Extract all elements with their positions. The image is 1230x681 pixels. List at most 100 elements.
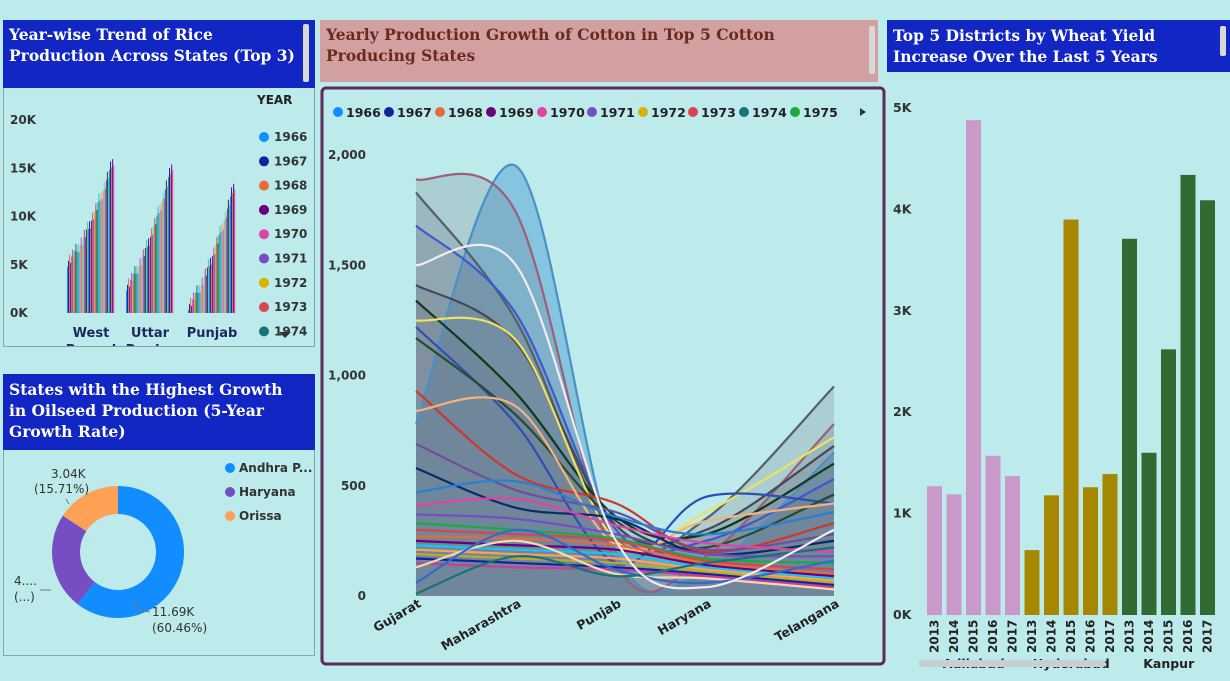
rice-bar[interactable] xyxy=(69,254,71,313)
cotton-legend-label[interactable]: 1967 xyxy=(397,105,432,120)
cotton-series-line[interactable] xyxy=(415,535,835,576)
wheat-horizontal-scrollbar[interactable] xyxy=(919,660,1105,667)
rice-bar[interactable] xyxy=(230,196,231,313)
rice-bar[interactable] xyxy=(78,252,80,313)
wheat-bar[interactable] xyxy=(1102,474,1118,615)
rice-bar[interactable] xyxy=(153,226,155,313)
triangle-down-icon[interactable] xyxy=(279,332,291,338)
wheat-bar[interactable] xyxy=(1005,476,1020,615)
cotton-series-line[interactable] xyxy=(415,497,835,553)
cotton-series-line[interactable] xyxy=(415,467,835,556)
rice-bar[interactable] xyxy=(227,199,229,313)
wheat-bar[interactable] xyxy=(1180,174,1196,615)
rice-bar[interactable] xyxy=(209,266,210,313)
rice-bar[interactable] xyxy=(141,257,143,313)
rice-bar[interactable] xyxy=(129,286,131,313)
rice-legend-label[interactable]: 1973 xyxy=(274,300,307,314)
wheat-bar[interactable] xyxy=(946,494,962,615)
rice-bar[interactable] xyxy=(226,208,228,313)
rice-bar[interactable] xyxy=(95,203,97,313)
rice-bar[interactable] xyxy=(223,220,225,313)
rice-bar[interactable] xyxy=(220,232,222,313)
cotton-series-line[interactable] xyxy=(415,243,835,590)
wheat-bar[interactable] xyxy=(1024,550,1040,615)
rice-bar[interactable] xyxy=(84,237,86,313)
rice-bar[interactable] xyxy=(205,275,207,313)
rice-bar[interactable] xyxy=(202,284,204,313)
rice-bar[interactable] xyxy=(172,170,174,313)
rice-bar[interactable] xyxy=(203,276,205,313)
rice-bar[interactable] xyxy=(80,237,82,313)
oilseed-legend-label[interactable]: Orissa xyxy=(239,509,282,523)
rice-bar[interactable] xyxy=(71,256,73,313)
cotton-legend-label[interactable]: 1971 xyxy=(600,105,635,120)
rice-bar[interactable] xyxy=(85,229,87,313)
cotton-series-line[interactable] xyxy=(415,539,835,591)
rice-bar[interactable] xyxy=(207,259,209,313)
cotton-series-line[interactable] xyxy=(415,557,835,587)
cotton-legend-label[interactable]: 1969 xyxy=(499,105,534,120)
rice-bar[interactable] xyxy=(94,211,96,313)
rice-bar[interactable] xyxy=(142,249,144,313)
rice-bar[interactable] xyxy=(163,198,165,313)
rice-bar[interactable] xyxy=(109,169,110,313)
rice-bar[interactable] xyxy=(164,189,166,313)
rice-bar[interactable] xyxy=(158,212,160,313)
cotton-series-line[interactable] xyxy=(415,284,835,546)
rice-bar[interactable] xyxy=(169,168,171,313)
rice-bar[interactable] xyxy=(155,224,157,313)
oilseed-slice[interactable] xyxy=(77,486,184,618)
wheat-bar[interactable] xyxy=(1063,219,1079,616)
rice-bar[interactable] xyxy=(140,265,142,313)
cotton-series-line[interactable] xyxy=(415,479,835,536)
rice-bar[interactable] xyxy=(134,266,136,313)
rice-bar[interactable] xyxy=(88,229,89,313)
oilseed-legend-label[interactable]: Haryana xyxy=(239,485,296,499)
rice-bar[interactable] xyxy=(138,265,140,313)
rice-bar[interactable] xyxy=(113,165,115,313)
rice-bar[interactable] xyxy=(82,237,84,313)
rice-bar[interactable] xyxy=(150,236,152,313)
rice-bar[interactable] xyxy=(68,260,70,313)
rice-bar[interactable] xyxy=(211,264,213,313)
rice-bar[interactable] xyxy=(139,258,141,313)
rice-bar[interactable] xyxy=(224,211,226,313)
rice-bar[interactable] xyxy=(67,266,68,313)
rice-bar[interactable] xyxy=(132,280,134,313)
rice-legend-label[interactable]: 1974 xyxy=(274,324,307,338)
rice-bar[interactable] xyxy=(194,299,196,313)
rice-bar[interactable] xyxy=(136,266,138,313)
rice-bar[interactable] xyxy=(72,249,74,313)
rice-bar[interactable] xyxy=(192,299,194,313)
cotton-series-line[interactable] xyxy=(415,546,835,595)
rice-bar[interactable] xyxy=(70,262,72,313)
wheat-bar[interactable] xyxy=(985,455,1001,615)
rice-bar[interactable] xyxy=(170,173,172,313)
rice-bar[interactable] xyxy=(152,234,154,313)
rice-bar[interactable] xyxy=(232,193,234,313)
rice-bar[interactable] xyxy=(145,240,147,313)
rice-bar[interactable] xyxy=(105,180,107,313)
rice-bar[interactable] xyxy=(210,257,212,313)
rice-bar[interactable] xyxy=(218,234,220,313)
cotton-legend-label[interactable]: 1972 xyxy=(651,105,686,120)
rice-bar[interactable] xyxy=(74,250,76,313)
cotton-legend-label[interactable]: 1975 xyxy=(803,105,838,120)
wheat-bar[interactable] xyxy=(1083,487,1098,615)
oilseed-legend-label[interactable]: Andhra P... xyxy=(239,461,312,475)
rice-bar[interactable] xyxy=(110,161,112,313)
rice-bar[interactable] xyxy=(137,273,139,313)
rice-bar[interactable] xyxy=(214,254,216,313)
cotton-legend-label[interactable]: 1970 xyxy=(550,105,585,120)
wheat-title-scrollbar[interactable] xyxy=(1220,26,1226,56)
rice-bar[interactable] xyxy=(219,226,221,313)
rice-bar[interactable] xyxy=(188,310,189,313)
rice-bar[interactable] xyxy=(154,217,156,313)
rice-bar[interactable] xyxy=(91,220,93,313)
rice-bar[interactable] xyxy=(135,273,137,313)
rice-bar[interactable] xyxy=(216,237,218,313)
rice-bar[interactable] xyxy=(106,171,108,313)
rice-bar[interactable] xyxy=(206,267,208,313)
rice-bar[interactable] xyxy=(102,190,104,313)
oilseed-slice[interactable] xyxy=(52,515,95,605)
